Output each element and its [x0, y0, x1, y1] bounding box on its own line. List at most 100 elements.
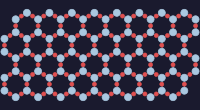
Circle shape	[53, 14, 57, 18]
Circle shape	[169, 68, 177, 75]
Circle shape	[12, 16, 19, 23]
Circle shape	[125, 68, 132, 75]
Circle shape	[125, 55, 132, 62]
Circle shape	[177, 92, 181, 96]
Circle shape	[182, 43, 186, 47]
Circle shape	[19, 33, 23, 38]
Circle shape	[91, 9, 98, 16]
Circle shape	[12, 68, 19, 75]
Circle shape	[169, 29, 177, 36]
Circle shape	[115, 82, 119, 86]
Circle shape	[113, 74, 120, 81]
Circle shape	[75, 53, 80, 57]
Circle shape	[91, 74, 98, 81]
Circle shape	[70, 82, 74, 86]
Circle shape	[132, 53, 136, 57]
Circle shape	[75, 92, 80, 96]
Circle shape	[68, 74, 75, 81]
Circle shape	[42, 14, 46, 18]
Circle shape	[120, 53, 125, 57]
Circle shape	[46, 87, 53, 94]
Circle shape	[1, 48, 8, 55]
Circle shape	[149, 24, 153, 28]
Circle shape	[47, 43, 51, 47]
Circle shape	[109, 53, 113, 57]
Circle shape	[81, 63, 85, 67]
Circle shape	[158, 74, 165, 81]
Circle shape	[158, 87, 165, 94]
Circle shape	[143, 14, 147, 18]
Circle shape	[64, 72, 68, 77]
Circle shape	[19, 92, 23, 96]
Circle shape	[42, 72, 46, 77]
Circle shape	[80, 68, 87, 75]
Circle shape	[98, 33, 102, 38]
Circle shape	[91, 87, 98, 94]
Circle shape	[19, 53, 23, 57]
Circle shape	[154, 92, 158, 96]
Circle shape	[104, 24, 108, 28]
Circle shape	[192, 55, 199, 62]
Circle shape	[169, 94, 177, 101]
Circle shape	[57, 68, 64, 75]
Circle shape	[188, 33, 192, 38]
Circle shape	[147, 94, 154, 101]
Circle shape	[181, 87, 188, 94]
Circle shape	[64, 92, 68, 96]
Circle shape	[171, 24, 175, 28]
Circle shape	[87, 33, 91, 38]
Circle shape	[102, 16, 109, 23]
Circle shape	[132, 33, 136, 38]
Circle shape	[136, 9, 143, 16]
Circle shape	[113, 48, 120, 55]
Circle shape	[42, 33, 46, 38]
Circle shape	[165, 14, 169, 18]
Circle shape	[125, 29, 132, 36]
Circle shape	[68, 87, 75, 94]
Circle shape	[177, 14, 181, 18]
Circle shape	[188, 72, 192, 77]
Circle shape	[8, 33, 12, 38]
Circle shape	[136, 35, 143, 42]
Circle shape	[154, 14, 158, 18]
Circle shape	[188, 14, 192, 18]
Circle shape	[53, 92, 57, 96]
Circle shape	[147, 55, 154, 62]
Circle shape	[19, 14, 23, 18]
Circle shape	[2, 43, 6, 47]
Circle shape	[188, 53, 192, 57]
Circle shape	[143, 33, 147, 38]
Circle shape	[35, 68, 42, 75]
Circle shape	[87, 72, 91, 77]
Circle shape	[147, 16, 154, 23]
Circle shape	[70, 43, 74, 47]
Circle shape	[165, 53, 169, 57]
Circle shape	[75, 14, 80, 18]
Circle shape	[120, 33, 125, 38]
Circle shape	[31, 92, 35, 96]
Circle shape	[87, 14, 91, 18]
Circle shape	[36, 63, 40, 67]
Circle shape	[147, 29, 154, 36]
Circle shape	[25, 43, 29, 47]
Circle shape	[177, 33, 181, 38]
Circle shape	[171, 63, 175, 67]
Circle shape	[80, 16, 87, 23]
Circle shape	[91, 35, 98, 42]
Circle shape	[8, 72, 12, 77]
Circle shape	[158, 48, 165, 55]
Circle shape	[102, 94, 109, 101]
Circle shape	[19, 72, 23, 77]
Circle shape	[59, 63, 63, 67]
Circle shape	[14, 63, 18, 67]
Circle shape	[149, 63, 153, 67]
Circle shape	[12, 55, 19, 62]
Circle shape	[165, 72, 169, 77]
Circle shape	[53, 72, 57, 77]
Circle shape	[126, 24, 130, 28]
Circle shape	[31, 72, 35, 77]
Circle shape	[31, 33, 35, 38]
Circle shape	[160, 43, 164, 47]
Circle shape	[181, 9, 188, 16]
Circle shape	[98, 53, 102, 57]
